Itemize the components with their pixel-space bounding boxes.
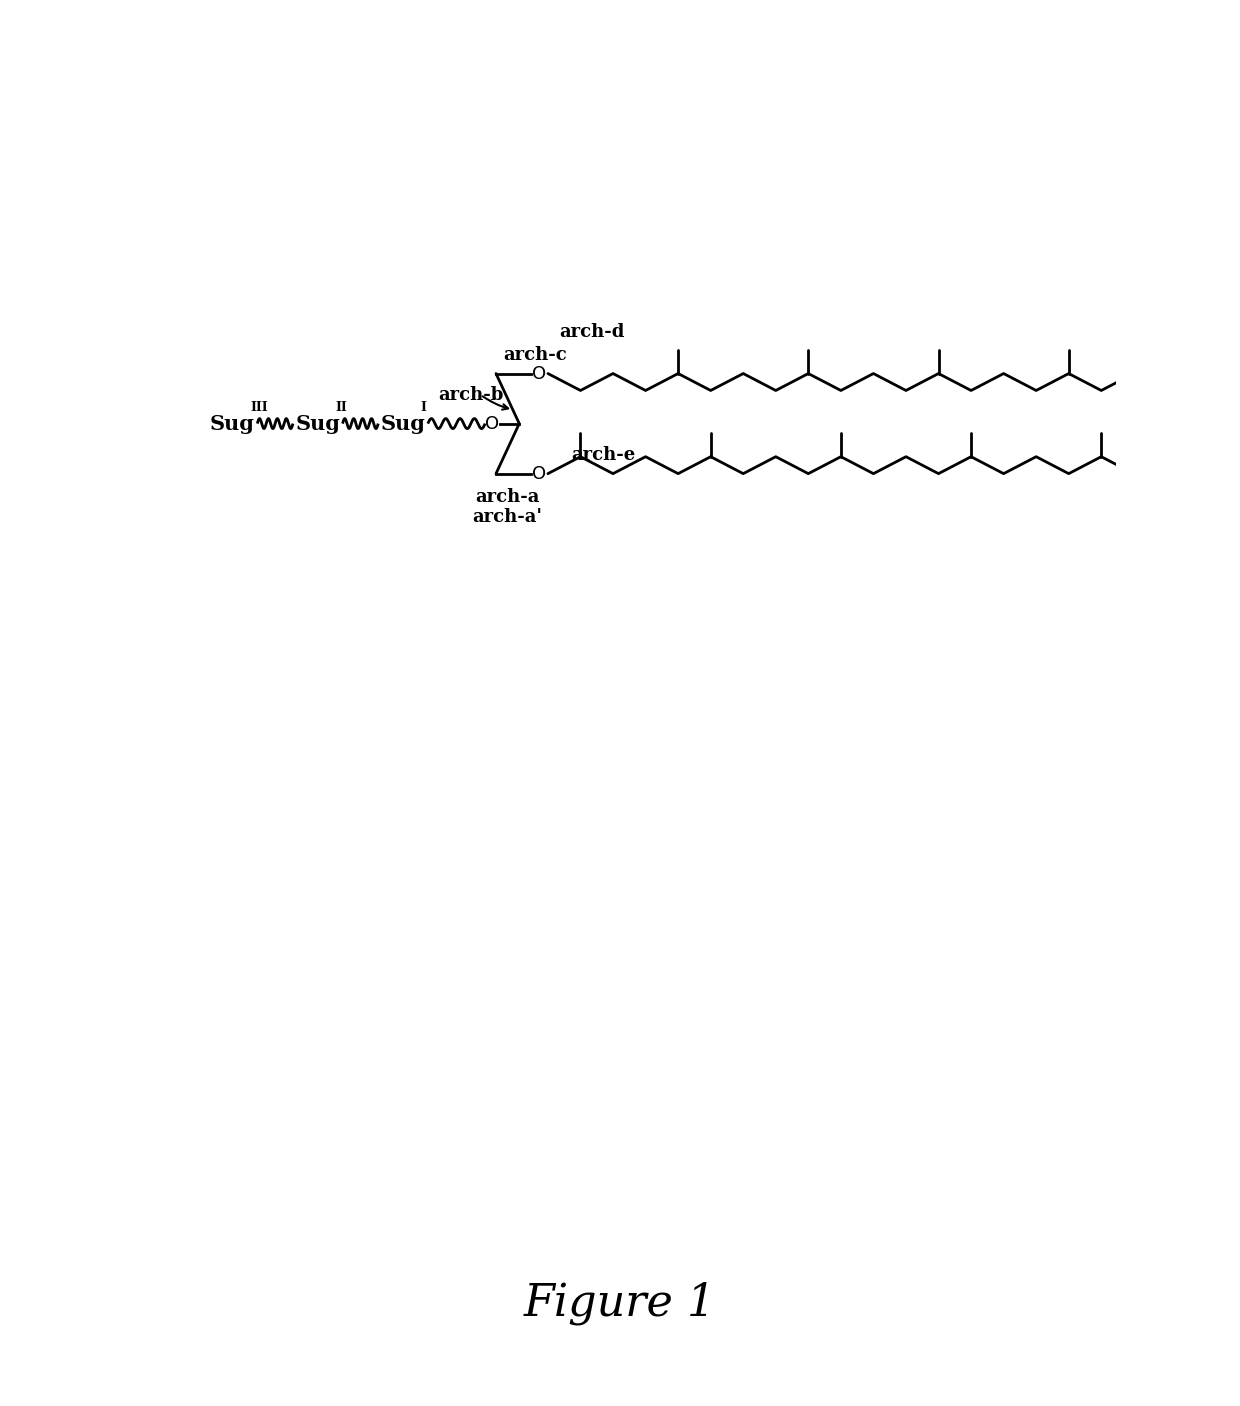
Text: arch-c: arch-c [503, 346, 568, 364]
Text: arch-d: arch-d [559, 323, 625, 342]
Text: O: O [485, 415, 498, 433]
Text: O: O [532, 464, 546, 482]
Text: arch-e: arch-e [572, 446, 635, 464]
Text: Sug: Sug [381, 413, 425, 433]
Text: II: II [336, 401, 347, 413]
Text: arch-b: arch-b [438, 385, 503, 404]
Text: O: O [532, 364, 546, 382]
Text: Figure 1: Figure 1 [523, 1282, 717, 1324]
Text: arch-a: arch-a [475, 488, 539, 506]
Text: Sug: Sug [295, 413, 340, 433]
Text: Sug: Sug [210, 413, 255, 433]
Text: III: III [250, 401, 268, 413]
Text: arch-a': arch-a' [472, 509, 543, 526]
Text: I: I [420, 401, 427, 413]
